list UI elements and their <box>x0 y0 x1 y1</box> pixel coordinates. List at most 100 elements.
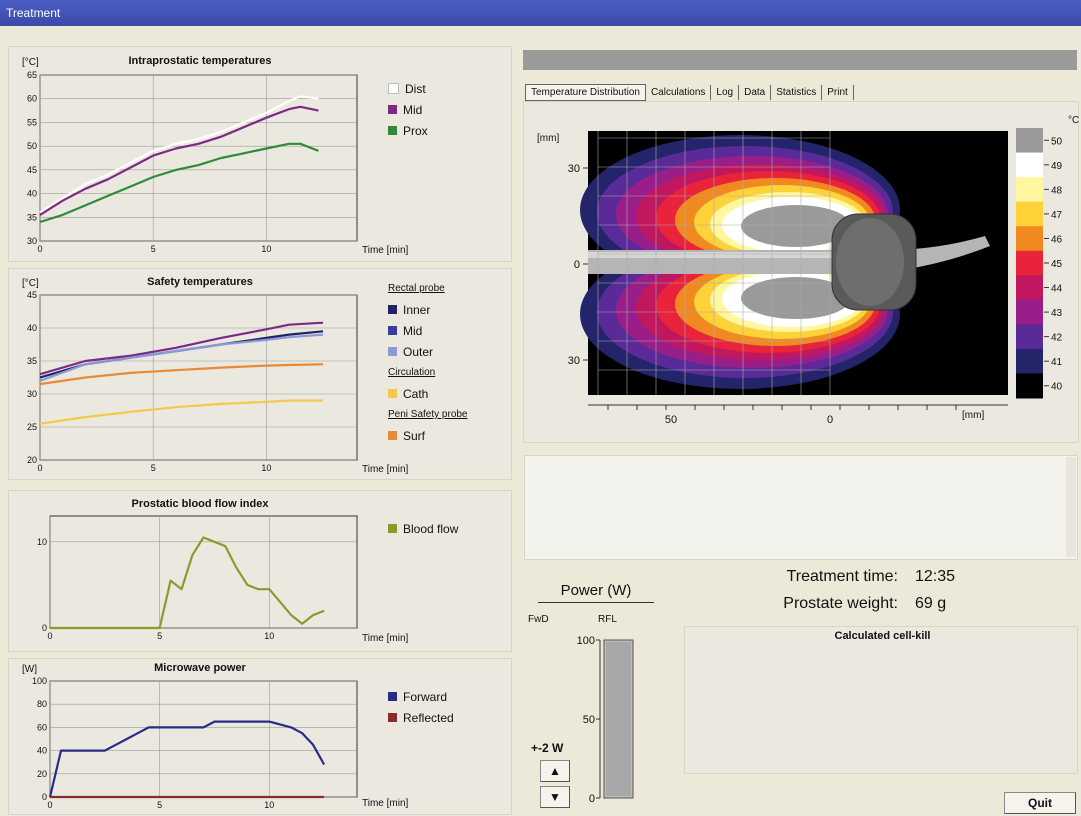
intra-legend: Dist Mid Prox <box>388 78 428 141</box>
x-tick-label: 5 <box>157 800 162 810</box>
series-line-forward <box>48 720 326 798</box>
title-bar: Treatment <box>0 0 1081 26</box>
series-line-mid <box>39 105 319 216</box>
cellkill-title: Calculated cell-kill <box>834 630 931 642</box>
legend-group-header: Peni Safety probe <box>388 409 468 420</box>
heatmap-x-tick-label: 0 <box>827 414 833 426</box>
colorbar-label: 44 <box>1051 284 1063 295</box>
plot-area <box>49 680 358 798</box>
tab-temperature-distribution[interactable]: Temperature Distribution <box>525 84 646 101</box>
colorbar-label: 45 <box>1051 259 1063 270</box>
power-level-fill <box>606 642 631 796</box>
safety-unit: [°C] <box>22 278 39 289</box>
tab-statistics[interactable]: Statistics <box>771 85 823 100</box>
cellkill-pane <box>684 626 1078 774</box>
power-title: Microwave power <box>154 662 246 674</box>
heat-contour-upper <box>741 205 851 247</box>
x-tick-label: 0 <box>47 631 52 641</box>
safety-title: Safety temperatures <box>147 276 253 288</box>
y-tick-label: 10 <box>37 537 47 547</box>
y-tick-label: 45 <box>27 290 37 300</box>
legend-swatch <box>388 524 397 533</box>
safety-legend: Rectal probe Inner Mid Outer Circulation… <box>388 278 468 446</box>
power-unit: [W] <box>22 664 37 675</box>
plot-area <box>49 515 358 629</box>
tab-strip: Temperature Distribution Calculations Log D… <box>525 82 854 101</box>
legend-item: Mid <box>388 320 468 341</box>
y-tick-label: 60 <box>27 94 37 104</box>
legend-item: Prox <box>388 120 428 141</box>
y-tick-label: 40 <box>27 323 37 333</box>
legend-swatch <box>388 692 397 701</box>
legend-label: Prox <box>403 123 428 138</box>
legend-label: Outer <box>403 344 434 359</box>
intra-title: Intraprostatic temperatures <box>128 55 272 67</box>
colorbar-swatch <box>1016 275 1043 301</box>
plot-area <box>39 74 358 242</box>
legend-item: Surf <box>388 425 468 446</box>
tab-print[interactable]: Print <box>822 85 854 100</box>
blood-xlabel: Time [min] <box>362 633 409 644</box>
intra-unit: [°C] <box>22 57 39 68</box>
balloon-shade <box>836 218 904 306</box>
catheter-highlight <box>588 252 888 258</box>
legend-item: Dist <box>388 78 428 99</box>
treatment-time-value: 12:35 <box>915 568 956 585</box>
series-line-blood-flow <box>50 536 325 630</box>
series-line-prox <box>39 142 319 224</box>
legend-swatch <box>388 326 397 335</box>
rfl-label: RFL <box>598 614 617 625</box>
colorbar-swatch <box>1016 177 1043 203</box>
tab-data[interactable]: Data <box>739 85 772 100</box>
y-tick-label: 0 <box>42 792 47 802</box>
y-tick-label: 100 <box>32 676 47 686</box>
legend-label: Dist <box>405 81 426 96</box>
legend-label: Inner <box>403 302 431 317</box>
colorbar-swatch <box>1016 201 1043 227</box>
legend-group-header: Rectal probe <box>388 283 445 294</box>
legend-swatch <box>388 389 397 398</box>
tab-calculations[interactable]: Calculations <box>646 85 712 100</box>
legend-label: Cath <box>403 386 429 401</box>
power-legend: Forward Reflected <box>388 686 454 728</box>
power-scale-label: 100 <box>577 635 595 647</box>
legend-swatch <box>388 305 397 314</box>
colorbar-swatch <box>1016 250 1043 276</box>
quit-button[interactable]: Quit <box>1004 792 1076 814</box>
heatmap-x-tick-label: 50 <box>665 414 677 426</box>
y-tick-label: 40 <box>37 746 47 756</box>
blood-title: Prostatic blood flow index <box>131 498 269 510</box>
y-tick-label: 30 <box>27 389 37 399</box>
colorbar-swatch <box>1016 324 1043 350</box>
heatmap-y-tick-label: 30 <box>568 163 580 175</box>
colorbar-label: 49 <box>1051 161 1063 172</box>
y-tick-label: 55 <box>27 117 37 127</box>
x-tick-label: 10 <box>261 463 271 473</box>
message-scrollbar[interactable] <box>1066 457 1076 557</box>
y-tick-label: 60 <box>37 722 47 732</box>
x-tick-label: 0 <box>37 463 42 473</box>
x-tick-label: 5 <box>151 244 156 254</box>
power-up-button[interactable]: ▲ <box>540 760 570 782</box>
y-tick-label: 50 <box>27 141 37 151</box>
x-tick-label: 5 <box>151 463 156 473</box>
y-tick-label: 30 <box>27 236 37 246</box>
power-panel-title: Power (W) <box>538 582 654 603</box>
heatmap-xunit: [mm] <box>962 410 985 421</box>
heatmap-y-tick-label: 30 <box>568 355 580 367</box>
power-step-label: +-2 W <box>531 741 564 755</box>
legend-item: Reflected <box>388 707 454 728</box>
power-down-button[interactable]: ▼ <box>540 786 570 808</box>
series-line-cath <box>39 399 323 425</box>
x-tick-label: 0 <box>37 244 42 254</box>
tab-log[interactable]: Log <box>711 85 740 100</box>
legend-label: Reflected <box>403 710 454 725</box>
x-tick-label: 10 <box>264 800 274 810</box>
colorbar-swatch <box>1016 152 1043 178</box>
colorbar-label: 40 <box>1051 382 1063 393</box>
intra-xlabel: Time [min] <box>362 245 409 256</box>
colorbar-label: 47 <box>1051 210 1063 221</box>
legend-label: Forward <box>403 689 448 704</box>
power-xlabel: Time [min] <box>362 798 409 809</box>
y-tick-label: 35 <box>27 212 37 222</box>
